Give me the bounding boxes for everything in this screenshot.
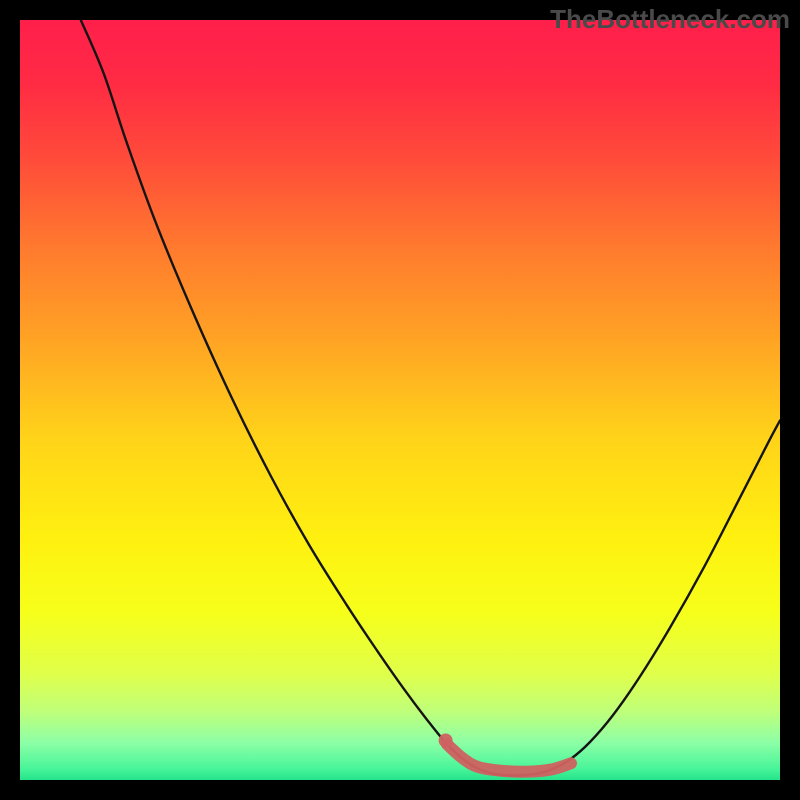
chart-background (20, 20, 780, 780)
range-start-dot (439, 733, 453, 747)
watermark-text: TheBottleneck.com (550, 4, 790, 35)
plot-area (20, 20, 780, 780)
chart-frame: TheBottleneck.com (0, 0, 800, 800)
bottleneck-curve-chart (20, 20, 780, 780)
